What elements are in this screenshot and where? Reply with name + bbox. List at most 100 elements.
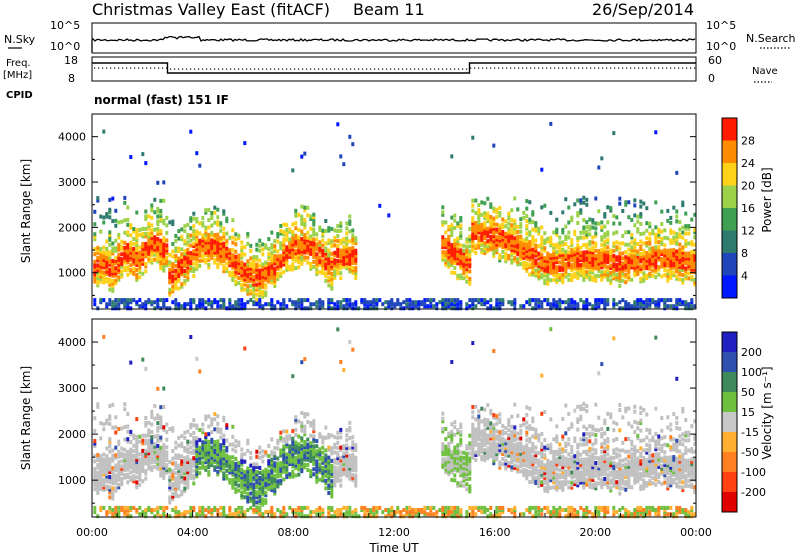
velocity-cell: [156, 461, 160, 466]
velocity-cell: [129, 360, 133, 365]
power-cell: [618, 276, 622, 281]
power-cell: [321, 251, 325, 256]
nave-point: [394, 68, 396, 70]
velocity-cell: [108, 442, 112, 447]
power-cell: [192, 298, 196, 303]
velocity-cell: [261, 449, 265, 454]
power-cell: [525, 246, 529, 251]
velocity-cell: [315, 474, 319, 479]
power-cell: [582, 258, 586, 262]
velocity-cell: [294, 440, 298, 445]
power-cell: [354, 253, 358, 258]
velocity-cell: [180, 492, 184, 497]
power-cell: [297, 260, 301, 265]
power-cell: [489, 222, 493, 227]
nave-point: [238, 68, 240, 70]
velocity-cell: [336, 478, 340, 483]
power-cell: [690, 240, 694, 245]
power-cell: [342, 254, 346, 259]
power-cell: [513, 300, 517, 305]
power-cell: [282, 247, 286, 252]
power-cell: [603, 232, 607, 237]
power-cell: [534, 228, 538, 233]
power-cell: [228, 248, 232, 253]
power-cell: [558, 243, 562, 248]
velocity-cell: [204, 432, 208, 437]
power-cell: [543, 241, 547, 246]
power-cell: [321, 261, 325, 266]
velocity-cell: [312, 426, 316, 431]
power-cell: [129, 248, 133, 253]
power-cell: [330, 274, 334, 279]
power-cell: [189, 261, 193, 266]
nave-point: [626, 67, 628, 69]
power-cell: [114, 281, 118, 286]
power-cell: [459, 300, 463, 305]
power-cell: [591, 270, 595, 275]
power-cell: [555, 267, 559, 272]
power-cell: [189, 300, 193, 305]
velocity-cell: [264, 478, 268, 482]
velocity-cell: [117, 460, 121, 464]
power-cell: [630, 262, 634, 267]
power-cell: [354, 241, 358, 246]
power-cell: [351, 253, 355, 258]
power-cell: [99, 214, 103, 219]
power-cell: [156, 256, 160, 261]
power-cell: [522, 253, 526, 258]
power-cell: [507, 229, 511, 234]
power-cell: [693, 280, 697, 285]
power-cell: [546, 274, 550, 279]
power-cell: [684, 271, 688, 276]
power-cell: [693, 255, 697, 260]
power-cell: [648, 236, 652, 241]
power-cell: [516, 262, 520, 267]
power-cell: [522, 250, 526, 255]
velocity-cell: [273, 473, 277, 478]
velocity-cell: [219, 463, 223, 468]
power-cell: [318, 245, 322, 250]
velocity-cell: [189, 450, 193, 455]
power-cell: [345, 246, 349, 251]
power-cell: [468, 236, 472, 241]
power-cell: [492, 246, 496, 251]
velocity-cell: [153, 434, 157, 439]
power-cell: [606, 220, 610, 225]
power-cell: [111, 278, 115, 283]
power-cell: [105, 302, 109, 307]
velocity-cell: [273, 453, 277, 458]
power-cell: [549, 238, 553, 243]
velocity-cell: [225, 446, 229, 450]
velocity-cell: [264, 450, 268, 455]
velocity-cell: [285, 439, 289, 444]
power-cell: [186, 270, 190, 275]
velocity-cell: [129, 452, 133, 457]
velocity-cell: [312, 424, 316, 429]
power-cell: [246, 269, 250, 274]
velocity-cell: [330, 484, 334, 489]
power-cell: [246, 274, 250, 279]
power-cell: [666, 256, 670, 261]
power-cell: [210, 233, 214, 238]
power-cell: [336, 271, 340, 276]
power-cell: [573, 259, 577, 264]
power-cell: [621, 306, 625, 311]
power-cell: [525, 261, 529, 266]
power-cell: [162, 261, 166, 266]
power-cell: [405, 298, 409, 303]
nave-point: [458, 68, 460, 70]
nave-point: [146, 67, 148, 69]
power-cell: [447, 249, 451, 254]
velocity-cell: [288, 462, 292, 467]
velocity-cell: [93, 454, 97, 459]
power-cell: [612, 268, 616, 273]
power-cell: [198, 246, 202, 251]
power-cell: [504, 259, 508, 264]
power-cell: [618, 196, 622, 201]
power-cell: [174, 276, 178, 281]
velocity-cell: [303, 412, 307, 417]
power-cell: [585, 270, 589, 275]
velocity-cell: [270, 465, 274, 470]
nave-point: [262, 68, 264, 70]
power-cell: [645, 241, 649, 246]
